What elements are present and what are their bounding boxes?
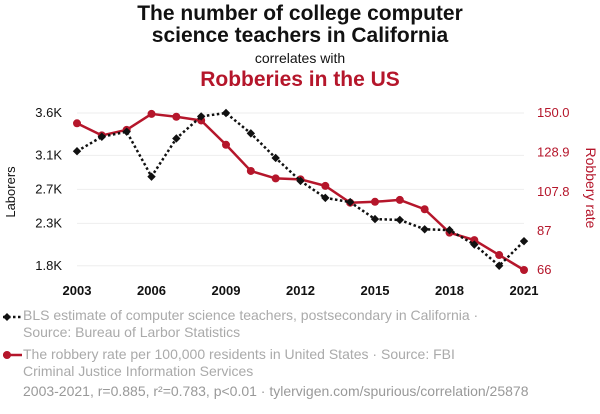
series-robbery-point <box>395 195 404 204</box>
x-tick-label: 2015 <box>361 283 390 298</box>
series-teachers-point <box>122 127 131 136</box>
series-teachers-point <box>172 134 181 143</box>
x-tick-label: 2009 <box>212 283 241 298</box>
y-left-axis-title: Laborers <box>3 166 18 218</box>
series-teachers-point <box>97 132 107 141</box>
x-tick-label: 2003 <box>63 283 92 298</box>
x-tick-label: 2018 <box>435 283 464 298</box>
chart-title-line-2: science teachers in California <box>151 24 449 47</box>
chart-secondary-title: Robberies in the US <box>200 68 400 91</box>
series-teachers-point <box>246 129 256 138</box>
y-right-axis-title: Robbery rate <box>583 148 599 229</box>
series-teachers-point <box>321 193 330 203</box>
x-tick-label: 2006 <box>137 283 166 298</box>
y-right-tick-label: 107.8 <box>537 184 570 199</box>
series-teachers-point <box>72 146 82 156</box>
y-right-tick-label: 150.0 <box>537 105 570 120</box>
y-right-tick-label: 87 <box>537 223 551 238</box>
series-teachers-point <box>395 215 405 225</box>
legend-robbery-line-2: Criminal Justice Information Services <box>23 363 254 379</box>
y-left-tick-label: 3.6K <box>35 105 62 120</box>
series-robbery-point <box>172 112 181 121</box>
series-robbery-point <box>520 266 528 274</box>
series-robbery-line <box>76 112 525 272</box>
series-teachers-point <box>196 112 206 121</box>
series-teachers-point <box>370 214 380 224</box>
chart-subtitle: correlates with <box>254 50 346 66</box>
legend-teachers-line-2: Source: Bureau of Larbor Statistics <box>23 324 241 340</box>
x-tick-label: 2012 <box>286 283 315 298</box>
series-teachers-point <box>494 261 504 270</box>
y-left-tick-label: 2.7K <box>35 181 62 196</box>
series-robbery-point <box>147 109 156 118</box>
chart-area: 1.8K 2.3K 2.7K 3.1K 3.6K 66 87 107.8 128.9 150.0 2… <box>3 105 599 298</box>
series-teachers-point <box>470 240 479 249</box>
footer-stats: 2003-2021, r=0.885, r²=0.783, p<0.01 · t… <box>23 383 529 399</box>
series-teachers-point <box>221 108 231 118</box>
series-teachers-point <box>296 176 305 186</box>
series-robbery-point <box>73 119 81 128</box>
y-right-tick-label: 66 <box>537 262 551 277</box>
series-robbery-point <box>222 140 230 149</box>
series-teachers-point <box>519 236 529 246</box>
legend-swatch-dotted-diamond-icon <box>3 313 22 321</box>
x-tick-label: 2021 <box>510 283 539 298</box>
series-robbery-point <box>321 181 330 190</box>
series-teachers-point <box>345 197 355 207</box>
legend-swatch-line-circle-icon <box>3 351 22 359</box>
series-teachers-point <box>271 153 280 163</box>
series-robbery-point <box>495 251 504 260</box>
series-robbery-point <box>420 205 429 214</box>
series-robbery-point <box>371 197 379 206</box>
series-teachers-point <box>420 225 429 234</box>
chart-title-line-1: The number of college computer <box>137 2 463 25</box>
y-left-tick-label: 2.3K <box>35 215 62 230</box>
y-left-tick-label: 1.8K <box>35 258 62 273</box>
y-right-tick-label: 128.9 <box>537 144 570 159</box>
legend-robbery-line-1: The robbery rate per 100,000 residents i… <box>23 346 455 362</box>
series-teachers-point <box>445 225 454 235</box>
legend-teachers-line-1: BLS estimate of computer science teacher… <box>23 307 479 323</box>
series-robbery-point <box>246 166 255 175</box>
series-robbery-point <box>271 174 280 183</box>
y-left-tick-label: 3.1K <box>35 147 62 162</box>
series-teachers-point <box>147 172 156 181</box>
